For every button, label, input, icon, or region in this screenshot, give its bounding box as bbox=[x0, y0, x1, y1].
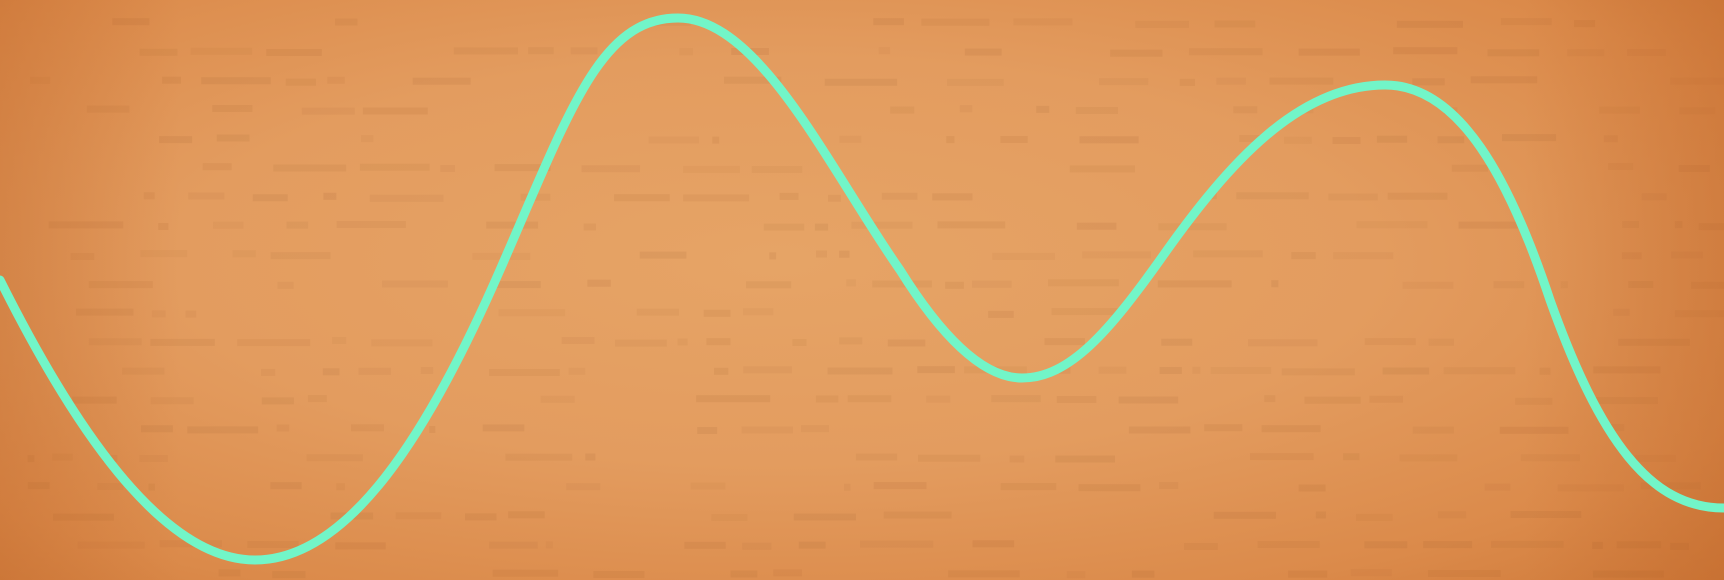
wave-line bbox=[0, 13, 1724, 565]
